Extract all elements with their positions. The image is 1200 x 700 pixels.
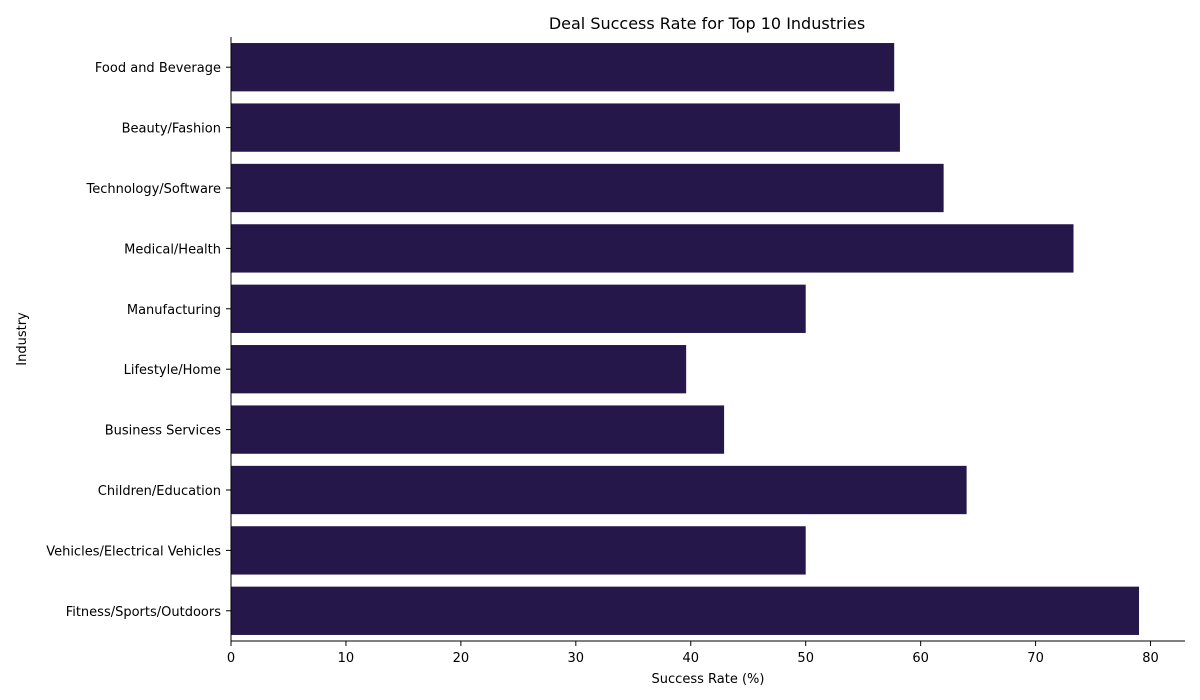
x-tick-label: 80 <box>1142 651 1159 666</box>
x-tick-label: 20 <box>453 651 470 666</box>
y-tick-label: Lifestyle/Home <box>124 363 221 378</box>
chart-title: Deal Success Rate for Top 10 Industries <box>549 14 865 33</box>
bar-8 <box>231 526 806 575</box>
x-axis-title: Success Rate (%) <box>652 672 765 687</box>
bar-1 <box>231 103 900 152</box>
bar-9 <box>231 586 1140 635</box>
bar-2 <box>231 163 944 213</box>
x-tick-label: 30 <box>568 651 585 666</box>
y-tick-label: Food and Beverage <box>95 61 221 76</box>
y-tick-label: Vehicles/Electrical Vehicles <box>46 544 221 559</box>
x-tick-label: 10 <box>338 651 355 666</box>
y-tick-label: Beauty/Fashion <box>122 122 221 137</box>
y-tick-label: Manufacturing <box>127 303 221 318</box>
bar-6 <box>231 405 725 454</box>
x-tick-label: 60 <box>912 651 929 666</box>
bar-5 <box>231 345 687 394</box>
x-axis-ticks: 0 10 20 30 40 50 60 70 80 <box>227 641 1159 666</box>
bar-0 <box>231 43 895 92</box>
y-tick-label: Business Services <box>105 424 222 439</box>
bars-group <box>231 43 1140 635</box>
x-tick-label: 40 <box>682 651 699 666</box>
y-axis-ticks: Food and Beverage Beauty/Fashion Technolog… <box>46 61 231 620</box>
x-tick-label: 0 <box>227 651 235 666</box>
y-tick-label: Technology/Software <box>85 182 221 197</box>
bar-4 <box>231 284 806 333</box>
y-tick-label: Medical/Health <box>124 242 221 257</box>
y-tick-label: Fitness/Sports/Outdoors <box>66 605 222 620</box>
x-tick-label: 50 <box>797 651 814 666</box>
x-tick-label: 70 <box>1027 651 1044 666</box>
bar-3 <box>231 224 1074 273</box>
y-tick-label: Children/Education <box>98 484 221 499</box>
bar-7 <box>231 465 967 515</box>
y-axis-title: Industry <box>15 312 30 366</box>
